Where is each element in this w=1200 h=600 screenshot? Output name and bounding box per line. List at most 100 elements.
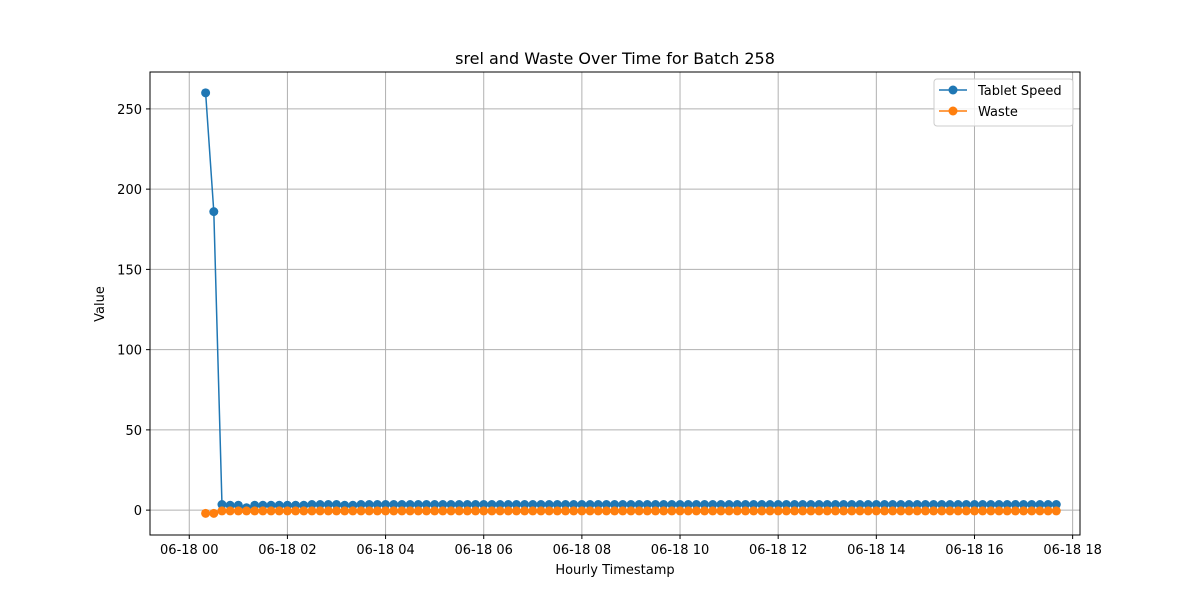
plot-frame [149, 71, 1081, 536]
data-point-tablet-speed [201, 88, 211, 98]
data-point-waste [937, 506, 947, 516]
data-point-tablet-speed [462, 500, 472, 510]
data-point-tablet-speed [798, 500, 808, 510]
data-point-tablet-speed [896, 500, 906, 510]
data-point-tablet-speed [372, 500, 382, 510]
data-point-tablet-speed [217, 500, 227, 510]
data-point-tablet-speed [618, 500, 628, 510]
data-point-tablet-speed [1019, 500, 1029, 510]
data-point-tablet-speed [740, 500, 750, 510]
data-point-tablet-speed [503, 500, 513, 510]
x-tick-label: 06-18 12 [749, 543, 807, 558]
data-point-tablet-speed [405, 500, 415, 510]
data-point-tablet-speed [536, 500, 546, 510]
data-point-tablet-speed [569, 500, 579, 510]
data-point-waste [667, 506, 677, 516]
y-tick-label: 100 [117, 344, 142, 359]
legend-box [933, 78, 1074, 127]
data-point-tablet-speed [487, 500, 497, 510]
data-point-tablet-speed [667, 500, 677, 510]
data-point-waste [372, 506, 382, 516]
data-point-waste [749, 506, 759, 516]
data-point-tablet-speed [642, 500, 652, 510]
data-point-waste [806, 506, 816, 516]
axes: 06-18 00 06-18 02 06-18 04 06-18 06 06-18 08… [117, 103, 1102, 558]
data-point-tablet-speed [421, 500, 431, 510]
data-point-waste [471, 506, 481, 516]
data-point-waste [1043, 506, 1053, 516]
data-point-tablet-speed [814, 500, 824, 510]
data-point-waste [536, 506, 546, 516]
data-point-tablet-speed [659, 500, 669, 510]
data-point-tablet-speed [364, 500, 374, 510]
data-point-waste [577, 506, 587, 516]
data-point-tablet-speed [961, 500, 971, 510]
data-point-waste [291, 506, 301, 516]
data-point-waste [217, 506, 227, 516]
legend-label-tablet-speed: Tablet Speed [977, 84, 1062, 99]
data-point-waste [618, 506, 628, 516]
data-point-tablet-speed [978, 500, 988, 510]
data-point-waste [896, 506, 906, 516]
data-point-waste [798, 506, 808, 516]
data-point-tablet-speed [552, 500, 562, 510]
data-point-waste [552, 506, 562, 516]
data-point-waste [209, 508, 219, 518]
data-point-tablet-speed [675, 500, 685, 510]
data-point-waste [790, 506, 800, 516]
data-point-waste [642, 506, 652, 516]
chart-title: srel and Waste Over Time for Batch 258 [455, 49, 775, 68]
data-point-tablet-speed [446, 500, 456, 510]
legend-label-waste: Waste [978, 105, 1018, 120]
data-point-waste [495, 506, 505, 516]
data-point-tablet-speed [593, 500, 603, 510]
data-point-waste [364, 506, 374, 516]
data-point-tablet-speed [520, 500, 530, 510]
data-point-waste [1002, 506, 1012, 516]
data-point-waste [691, 506, 701, 516]
data-point-tablet-speed [438, 500, 448, 510]
y-tick-label: 250 [117, 103, 142, 118]
data-point-tablet-speed [920, 500, 930, 510]
data-point-waste [454, 506, 464, 516]
data-point-tablet-speed [757, 500, 767, 510]
x-tick-label: 06-18 06 [454, 543, 512, 558]
data-point-tablet-speed [356, 500, 366, 510]
data-point-waste [405, 506, 415, 516]
data-point-tablet-speed [863, 500, 873, 510]
data-point-waste [299, 506, 309, 516]
data-point-waste [781, 506, 791, 516]
data-point-tablet-speed [708, 500, 718, 510]
data-point-waste [503, 506, 513, 516]
data-point-tablet-speed [880, 500, 890, 510]
data-point-tablet-speed [888, 500, 898, 510]
data-point-waste [724, 506, 734, 516]
data-point-tablet-speed [389, 500, 399, 510]
series-waste [201, 506, 1061, 518]
data-point-waste [544, 506, 554, 516]
data-point-waste [438, 506, 448, 516]
data-point-waste [1035, 506, 1045, 516]
data-point-tablet-speed [765, 500, 775, 510]
data-point-waste [282, 506, 292, 516]
data-point-tablet-speed [839, 500, 849, 510]
data-point-waste [520, 506, 530, 516]
data-point-waste [528, 506, 538, 516]
data-point-waste [258, 506, 268, 516]
data-point-waste [413, 506, 423, 516]
data-point-waste [569, 506, 579, 516]
data-point-waste [847, 506, 857, 516]
data-point-waste [953, 506, 963, 516]
data-point-waste [822, 506, 832, 516]
data-point-waste [389, 506, 399, 516]
data-point-tablet-speed [601, 500, 611, 510]
data-point-tablet-speed [544, 500, 554, 510]
data-point-waste [397, 506, 407, 516]
data-point-waste [331, 506, 341, 516]
data-point-waste [233, 506, 243, 516]
data-point-tablet-speed [937, 500, 947, 510]
data-point-tablet-speed [830, 500, 840, 510]
data-point-waste [757, 506, 767, 516]
data-point-waste [307, 506, 317, 516]
data-point-tablet-speed [790, 500, 800, 510]
